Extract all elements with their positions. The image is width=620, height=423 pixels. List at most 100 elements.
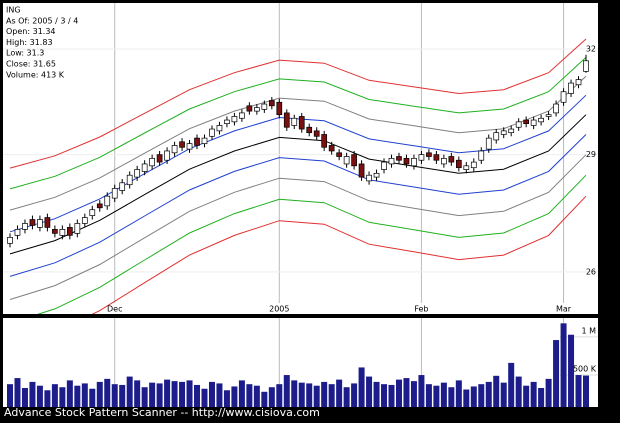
candles <box>7 54 589 248</box>
volume-bar <box>7 384 13 407</box>
y-tick-label: 1 M <box>581 326 596 335</box>
volume-bar <box>201 388 208 407</box>
candle-body <box>568 82 574 94</box>
candle-body <box>351 154 357 167</box>
candle-body <box>239 112 245 119</box>
volume-bar <box>261 391 268 407</box>
volume-bar <box>485 381 492 407</box>
candle-body <box>59 229 66 236</box>
candle-body <box>179 141 185 148</box>
volume-bar <box>253 385 260 407</box>
volume-bar <box>246 384 253 407</box>
volume-bar <box>208 381 215 407</box>
volume-bar <box>433 385 440 407</box>
volume-bar <box>425 384 432 407</box>
volume-bar <box>111 384 118 407</box>
candle-body <box>381 161 387 170</box>
volume-bar <box>381 384 388 407</box>
y-tick-label: 500 K <box>573 364 597 373</box>
info-line: ING <box>6 6 21 15</box>
volume-bar <box>59 387 66 407</box>
volume-bar <box>388 384 395 407</box>
volume-bar <box>455 380 462 407</box>
candle-body <box>500 130 507 135</box>
volume-bar <box>156 383 163 407</box>
candle-body <box>171 145 178 154</box>
band-line <box>9 154 587 300</box>
band-line <box>9 134 587 277</box>
volume-bar <box>530 381 537 407</box>
candle-body <box>209 128 215 137</box>
volume-bar <box>96 381 103 407</box>
volume-bar <box>403 378 410 407</box>
x-tick-label: 2005 <box>269 305 289 314</box>
info-line: Volume: 413 K <box>6 70 65 79</box>
candle-body <box>231 116 238 123</box>
candle-body <box>186 143 193 150</box>
volume-bar <box>321 381 328 407</box>
candle-body <box>545 114 552 117</box>
y-tick-label: 26 <box>586 267 596 276</box>
info-line: Close: 31.65 <box>6 60 56 69</box>
volume-bar <box>306 383 313 407</box>
candle-body <box>201 137 208 144</box>
volume-bar <box>194 384 201 407</box>
candle-body <box>515 121 522 128</box>
candle-body <box>119 182 126 191</box>
volume-bar <box>583 375 589 407</box>
x-tick-label: Dec <box>107 305 122 314</box>
volume-bar <box>493 375 500 407</box>
volume-bar <box>238 380 245 407</box>
candle-body <box>470 161 477 169</box>
candle-body <box>22 223 28 230</box>
candle-body <box>52 229 58 234</box>
candle-body <box>149 158 155 167</box>
volume-bar <box>463 389 470 407</box>
volume-bar <box>283 375 290 407</box>
candle-body <box>291 117 298 126</box>
y-tick-label: 32 <box>586 44 596 53</box>
candle-body <box>508 128 515 134</box>
volume-bar <box>141 387 148 407</box>
volume-bar <box>336 379 343 407</box>
candle-body <box>403 158 410 165</box>
x-tick-label: Mar <box>556 305 572 314</box>
candle-body <box>448 156 455 163</box>
info-line: Open: 31.34 <box>6 27 56 36</box>
band-line <box>91 195 587 314</box>
volume-bar <box>448 387 455 407</box>
volume-bar <box>171 381 178 407</box>
candle-body <box>523 119 530 124</box>
volume-bar <box>343 387 350 407</box>
volume-bar <box>268 387 275 407</box>
volume-bar <box>216 383 223 407</box>
volume-bar <box>164 379 171 407</box>
candle-body <box>426 152 432 157</box>
volume-bar <box>29 381 36 407</box>
candle-body <box>373 172 380 178</box>
candle-body <box>276 101 283 116</box>
volume-bar <box>74 385 81 407</box>
volume-bar <box>81 383 88 407</box>
band-line <box>37 174 587 314</box>
candle-body <box>298 116 305 130</box>
candle-body <box>29 219 36 226</box>
candle-body <box>538 117 544 123</box>
candle-body <box>388 158 395 165</box>
volume-bar <box>358 367 365 407</box>
candle-body <box>141 163 148 172</box>
volume-bar <box>538 387 545 407</box>
candle-body <box>553 103 559 114</box>
candle-body <box>261 103 268 110</box>
labels: Dec 2005 Feb Mar 26 29 32 500 K 1 M <box>107 44 597 373</box>
candle-body <box>81 217 88 224</box>
volume-bar <box>575 375 582 407</box>
volume-bar <box>515 376 522 407</box>
candle-body <box>7 237 13 244</box>
candle-body <box>328 145 335 152</box>
volume-bar <box>104 378 111 407</box>
candle-body <box>216 125 223 132</box>
candle-body <box>455 159 462 169</box>
price-panel <box>3 3 598 314</box>
volume-bar <box>373 381 380 407</box>
